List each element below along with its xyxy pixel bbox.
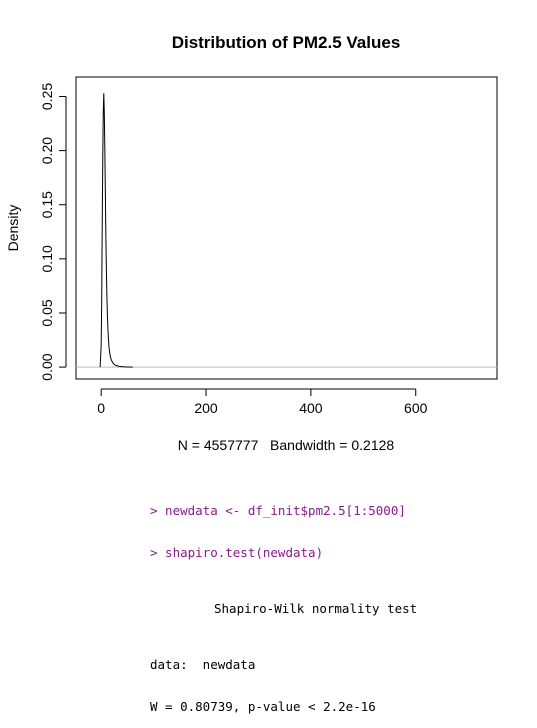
x-tick-label: 200 xyxy=(194,400,218,416)
console-command-subset: > newdata <- df_init$pm2.5[1:5000] xyxy=(150,503,406,518)
x-tick-label: 400 xyxy=(299,400,323,416)
console-command-shapiro: > shapiro.test(newdata) xyxy=(150,545,324,560)
x-axis-label: N = 4557777 Bandwidth = 0.2128 xyxy=(178,437,395,453)
test-result-line: W = 0.80739, p-value < 2.2e-16 xyxy=(150,699,376,714)
y-tick-label: 0.15 xyxy=(39,191,55,218)
r-console-output: > newdata <- df_init$pm2.5[1:5000] > sha… xyxy=(150,476,530,728)
density-plot: Distribution of PM2.5 Values Density N =… xyxy=(5,33,498,453)
x-axis: 0 200 400 600 xyxy=(97,388,428,416)
test-data-line: data: newdata xyxy=(150,657,256,672)
y-axis-label: Density xyxy=(5,205,21,252)
density-curve xyxy=(99,93,133,368)
y-tick-label: 0.20 xyxy=(39,137,55,164)
test-title: Shapiro-Wilk normality test xyxy=(214,601,418,616)
y-tick-label: 0.05 xyxy=(39,299,55,326)
x-tick-label: 0 xyxy=(97,400,105,416)
plot-area-frame xyxy=(75,76,498,380)
y-axis: 0.00 0.05 0.10 0.15 0.20 0.25 xyxy=(39,83,67,381)
chart-title: Distribution of PM2.5 Values xyxy=(172,33,401,52)
y-tick-label: 0.00 xyxy=(39,353,55,380)
x-tick-label: 600 xyxy=(404,400,428,416)
y-tick-label: 0.25 xyxy=(39,83,55,110)
y-tick-label: 0.10 xyxy=(39,245,55,272)
